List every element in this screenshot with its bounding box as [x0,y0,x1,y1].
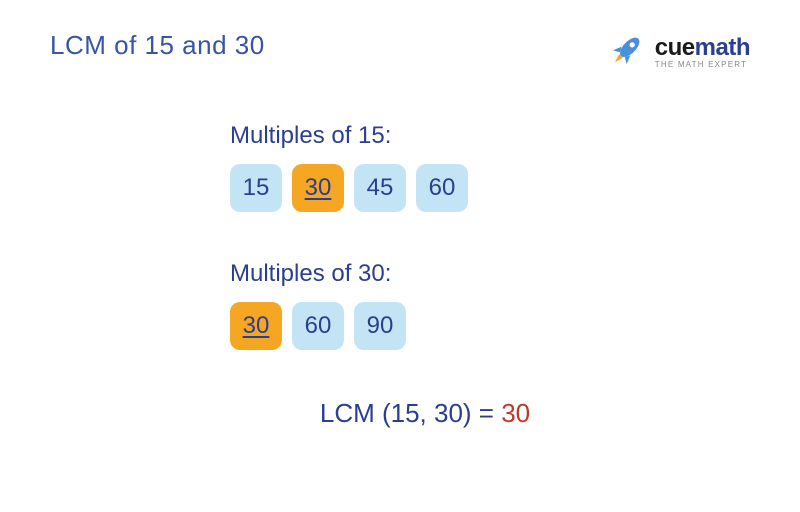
chip-row: 15304560 [230,164,750,212]
result-label: LCM (15, 30) = [320,398,501,428]
multiples-section: Multiples of 15: 15304560 [230,122,750,212]
chip-row: 306090 [230,302,750,350]
multiple-chip: 45 [354,164,406,212]
brand-pre: cue [655,34,695,61]
result-value: 30 [501,398,530,428]
result-line: LCM (15, 30) = 30 [100,398,750,429]
multiple-chip: 60 [292,302,344,350]
rocket-icon [605,30,647,72]
brand-post: math [695,34,750,61]
content-area: Multiples of 15:15304560Multiples of 30:… [230,122,750,429]
multiples-section: Multiples of 30: 306090 [230,260,750,350]
section-title: Multiples of 15: [230,122,750,150]
page-title: LCM of 15 and 30 [50,30,265,61]
multiple-chip-highlight: 30 [292,164,344,212]
multiple-chip: 90 [354,302,406,350]
section-title: Multiples of 30: [230,260,750,288]
multiple-chip-highlight: 30 [230,302,282,350]
brand-tagline: THE MATH EXPERT [655,60,750,69]
multiple-chip: 15 [230,164,282,212]
multiple-chip: 60 [416,164,468,212]
brand-name: cuemath [655,34,750,62]
brand-logo: cuemath THE MATH EXPERT [605,30,750,72]
